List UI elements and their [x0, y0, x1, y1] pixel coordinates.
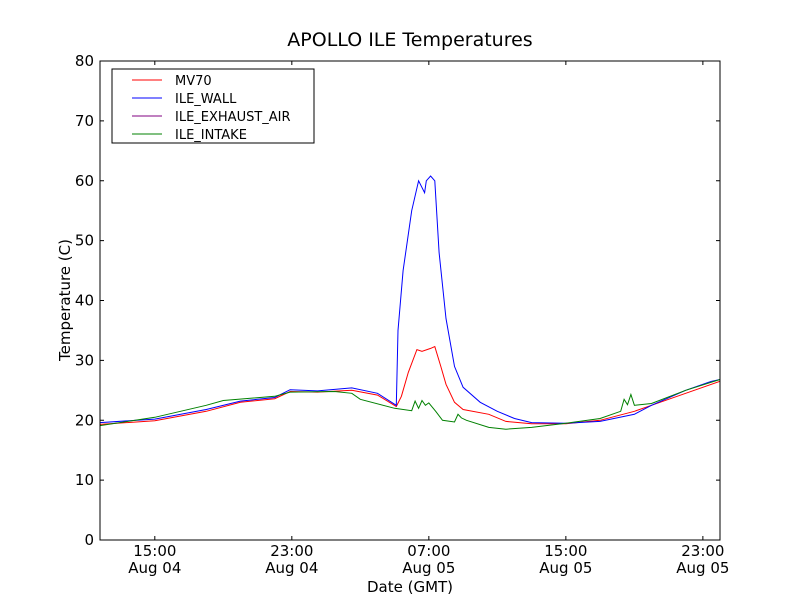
x-tick-label-time: 07:00	[407, 542, 450, 560]
x-tick-label-time: 23:00	[270, 542, 313, 560]
series-line-mv70	[99, 345, 721, 425]
legend-label: ILE_INTAKE	[175, 128, 247, 143]
x-tick-label-date: Aug 04	[265, 559, 318, 577]
y-tick-label: 10	[75, 471, 94, 489]
legend-label: ILE_EXHAUST_AIR	[175, 110, 291, 125]
x-tick-label-time: 15:00	[544, 542, 587, 560]
y-tick-label: 80	[75, 52, 94, 70]
y-tick-label: 50	[75, 232, 94, 250]
y-tick-label: 30	[75, 351, 94, 369]
series-line-ile_intake	[99, 379, 721, 430]
x-tick-label-time: 15:00	[133, 542, 176, 560]
y-tick-label: 20	[75, 411, 94, 429]
y-tick-label: 0	[84, 531, 94, 549]
legend-label: MV70	[175, 74, 212, 89]
x-tick-label-date: Aug 05	[676, 559, 729, 577]
y-tick-label: 60	[75, 172, 94, 190]
x-axis-label: Date (GMT)	[367, 578, 453, 596]
x-tick-label-time: 23:00	[681, 542, 724, 560]
y-axis-label: Temperature (C)	[56, 239, 74, 362]
y-tick-label: 40	[75, 292, 94, 310]
y-tick-label: 70	[75, 112, 94, 130]
series-line-ile_wall	[99, 175, 721, 424]
x-tick-label-date: Aug 05	[402, 559, 455, 577]
x-tick-label-date: Aug 05	[539, 559, 592, 577]
legend-label: ILE_WALL	[175, 92, 237, 107]
chart-title: APOLLO ILE Temperatures	[287, 29, 532, 51]
x-tick-label-date: Aug 04	[128, 559, 181, 577]
plot-frame	[99, 60, 721, 541]
legend: MV70 ILE_WALL ILE_EXHAUST_AIR ILE_INTAKE	[111, 68, 315, 144]
legend-box	[111, 68, 315, 144]
